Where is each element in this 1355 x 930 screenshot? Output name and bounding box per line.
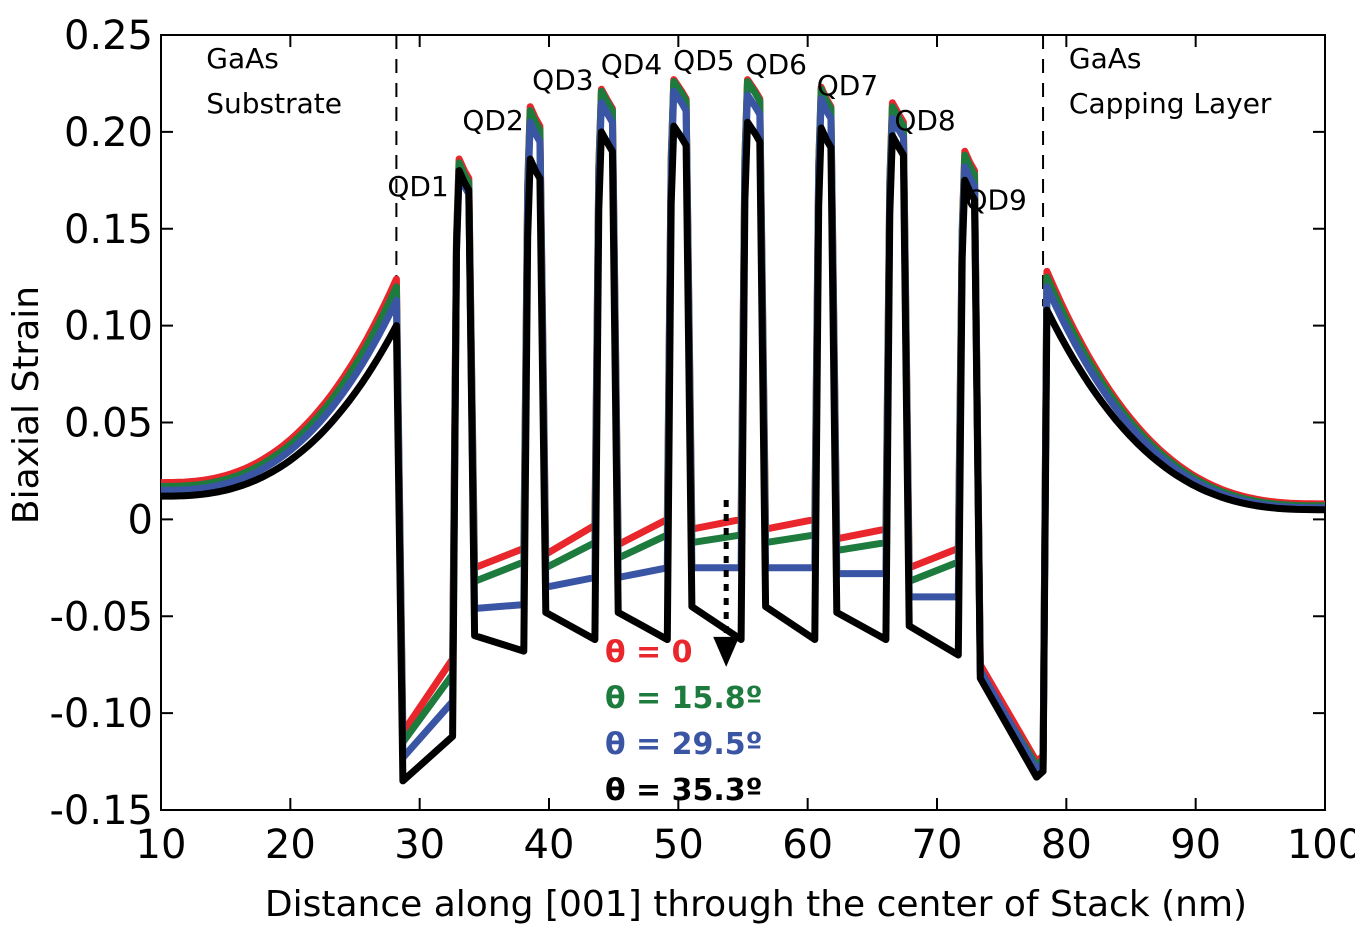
x-tick-label: 20 xyxy=(265,822,316,868)
x-axis-label: Distance along [001] through the center … xyxy=(265,884,1247,925)
y-tick-label: 0.05 xyxy=(64,401,153,447)
region-label: GaAs xyxy=(1069,42,1142,75)
y-axis-label: Biaxial Strain xyxy=(6,286,47,524)
y-tick-label: 0.25 xyxy=(64,13,153,59)
x-tick-label: 80 xyxy=(1041,822,1092,868)
series-line xyxy=(161,118,1325,785)
y-tick-label: 0.10 xyxy=(64,304,153,350)
y-tick-label: -0.05 xyxy=(50,594,154,640)
legend-entry: θ = 35.3º xyxy=(605,773,763,808)
qd-label: QD8 xyxy=(894,104,955,137)
legend: θ = 0 θ = 15.8º θ = 29.5º θ = 35.3º xyxy=(605,635,763,808)
region-label: Substrate xyxy=(206,87,342,120)
qd-label: QD4 xyxy=(601,48,662,81)
x-tick-label: 50 xyxy=(653,822,704,868)
y-tick-label: -0.15 xyxy=(50,788,154,834)
legend-entry: θ = 29.5º xyxy=(605,727,763,762)
y-tick-label: 0 xyxy=(128,497,153,543)
series-group xyxy=(160,76,1326,785)
qd-label: QD6 xyxy=(746,48,807,81)
trend-arrow-head xyxy=(713,636,740,667)
x-tick-label: 40 xyxy=(524,822,575,868)
qd-label: QD9 xyxy=(965,183,1026,216)
y-tick-label: 0.15 xyxy=(64,207,153,253)
x-tick-label: 100 xyxy=(1287,822,1355,868)
y-tick-label: -0.10 xyxy=(50,691,154,737)
legend-entry: θ = 0 xyxy=(605,635,693,670)
x-tick-label: 10 xyxy=(136,822,187,868)
x-axis-ticks: 10 20 30 40 50 60 70 80 90 100 xyxy=(136,35,1355,868)
x-tick-label: 70 xyxy=(912,822,963,868)
qd-label: QD3 xyxy=(532,63,593,96)
qd-label: QD5 xyxy=(673,44,734,77)
y-axis-ticks: -0.15 -0.10 -0.05 0 0.05 0.10 0.15 0.20 0.25 xyxy=(50,13,1325,834)
region-label: Capping Layer xyxy=(1069,87,1272,120)
qd-label: QD2 xyxy=(462,104,523,137)
y-tick-label: 0.20 xyxy=(64,110,153,156)
x-tick-label: 30 xyxy=(394,822,445,868)
qd-label: QD1 xyxy=(387,170,448,203)
legend-entry: θ = 15.8º xyxy=(605,681,763,716)
x-tick-label: 90 xyxy=(1170,822,1221,868)
qd-label: QD7 xyxy=(817,69,878,102)
x-tick-label: 60 xyxy=(782,822,833,868)
region-label: GaAs xyxy=(206,42,279,75)
layer-boundaries xyxy=(395,35,1045,307)
